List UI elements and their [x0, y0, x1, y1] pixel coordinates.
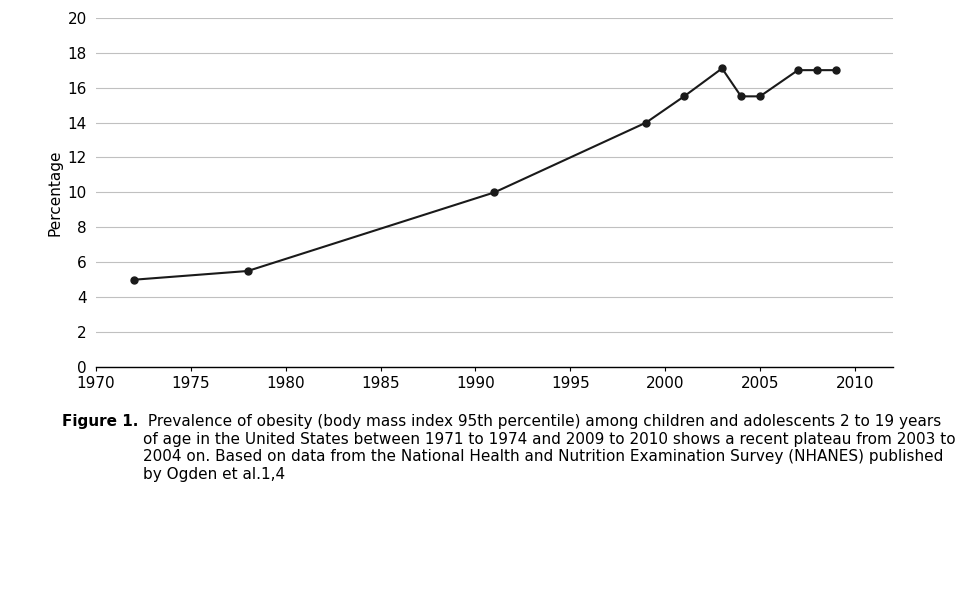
Text: Figure 1.: Figure 1.	[62, 414, 139, 429]
Text: Prevalence of obesity (body mass index 95th percentile) among children and adole: Prevalence of obesity (body mass index 9…	[143, 414, 956, 482]
Y-axis label: Percentage: Percentage	[47, 149, 62, 236]
